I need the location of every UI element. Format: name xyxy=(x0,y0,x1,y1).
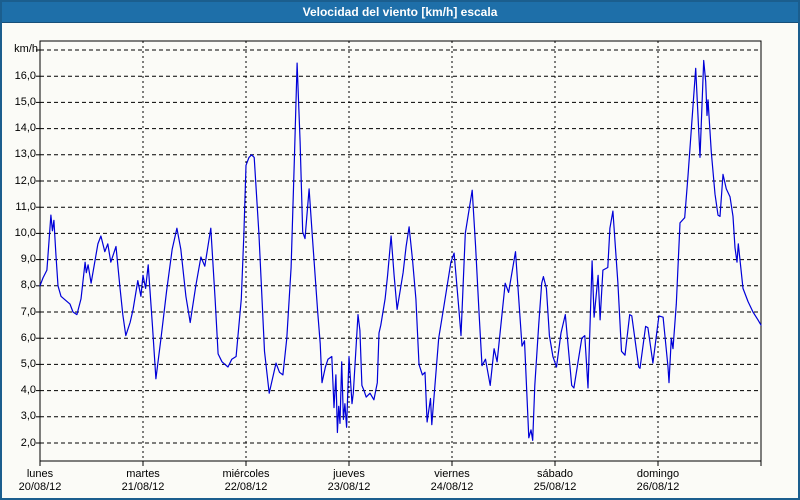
chart-title: Velocidad del viento [km/h] escala xyxy=(302,5,498,19)
y-axis-unit-label: km/h xyxy=(14,43,38,55)
day-date: 20/08/12 xyxy=(18,481,62,493)
x-axis-day-label: jueves 23/08/12 xyxy=(301,468,397,494)
day-name: viernes xyxy=(434,468,470,480)
title-bar: Velocidad del viento [km/h] escala xyxy=(2,2,798,23)
plot-frame xyxy=(39,40,762,462)
day-date: 24/08/12 xyxy=(430,481,474,493)
plot-area xyxy=(36,40,762,466)
y-axis-label: 15,0 xyxy=(14,95,36,108)
day-date: 23/08/12 xyxy=(327,481,371,493)
day-date: 21/08/12 xyxy=(121,481,165,493)
y-axis-label: 8,0 xyxy=(20,279,36,292)
day-name: jueves xyxy=(333,468,365,480)
day-date: 25/08/12 xyxy=(533,481,577,493)
day-name: miércoles xyxy=(222,468,270,480)
y-axis-label: 16,0 xyxy=(14,69,36,82)
y-axis-label: 10,0 xyxy=(14,226,36,239)
y-axis-label: 6,0 xyxy=(20,331,36,344)
y-axis-label: 3,0 xyxy=(20,410,36,423)
y-axis-label: 9,0 xyxy=(20,253,36,266)
y-axis-label: 12,0 xyxy=(14,174,36,187)
chart-region: km/h 16,0 15,0 14,0 13,0 12,0 11,0 10,0 9,0 8,0 7… xyxy=(2,23,798,498)
day-name: lunes xyxy=(26,468,54,480)
y-axis-label: 13,0 xyxy=(14,148,36,161)
day-date: 26/08/12 xyxy=(636,481,680,493)
day-name: sábado xyxy=(536,468,574,480)
y-axis-label: 11,0 xyxy=(15,200,36,213)
x-axis-day-label: lunes 20/08/12 xyxy=(0,468,88,494)
day-name: martes xyxy=(126,468,160,480)
day-name: domingo xyxy=(636,468,680,480)
x-axis-day-label: sábado 25/08/12 xyxy=(507,468,603,494)
day-date: 22/08/12 xyxy=(224,481,268,493)
y-axis-label: 14,0 xyxy=(14,122,36,135)
x-axis-day-label: martes 21/08/12 xyxy=(95,468,191,494)
y-axis-label: 5,0 xyxy=(20,357,36,370)
x-axis-day-label: domingo 26/08/12 xyxy=(610,468,706,494)
y-axis-label: 7,0 xyxy=(20,305,36,318)
x-axis-day-label: viernes 24/08/12 xyxy=(404,468,500,494)
y-axis-label: 2,0 xyxy=(20,436,36,449)
wind-speed-line xyxy=(39,59,762,441)
y-axis-label: 4,0 xyxy=(20,384,36,397)
x-axis-day-label: miércoles 22/08/12 xyxy=(198,468,294,494)
